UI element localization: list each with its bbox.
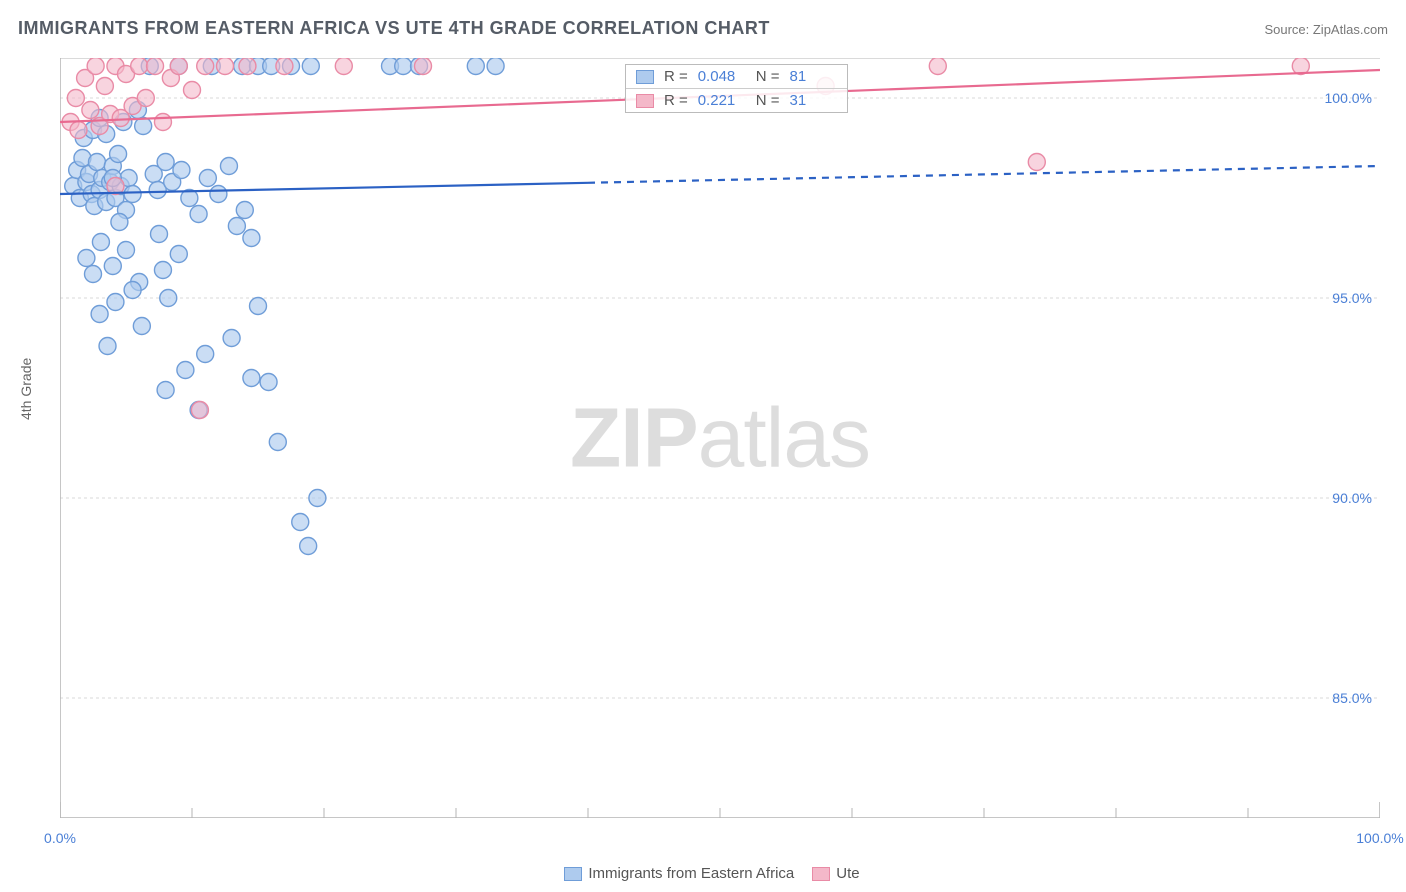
y-tick-label: 100.0% (1325, 90, 1372, 106)
y-tick-label: 95.0% (1332, 290, 1372, 306)
scatter-plot: ZIPatlas R =0.048N =81R =0.221N =31 85.0… (60, 58, 1380, 818)
series-label: Ute (836, 865, 859, 882)
series-swatch (812, 867, 830, 881)
legend-swatch (636, 70, 654, 84)
chart-title: IMMIGRANTS FROM EASTERN AFRICA VS UTE 4T… (18, 18, 770, 39)
legend-n-label: N = (756, 68, 780, 85)
y-axis-label: 4th Grade (18, 358, 34, 420)
legend-swatch (636, 94, 654, 108)
legend-r-value: 0.221 (698, 92, 746, 109)
plot-svg (60, 58, 1380, 818)
series-legend: Immigrants from Eastern Africa Ute (0, 865, 1406, 882)
y-tick-label: 85.0% (1332, 690, 1372, 706)
x-tick-label: 0.0% (44, 830, 76, 846)
legend-n-value: 81 (789, 68, 837, 85)
legend-r-label: R = (664, 68, 688, 85)
source-label: Source: ZipAtlas.com (1264, 22, 1388, 37)
correlation-legend: R = 0.048 N = 81 R = 0.221 N = 31 (625, 64, 849, 113)
legend-row: R = 0.221 N = 31 (626, 89, 848, 112)
legend-n-label: N = (756, 92, 780, 109)
series-swatch (564, 867, 582, 881)
legend-n-value: 31 (789, 92, 837, 109)
x-tick-label: 100.0% (1356, 830, 1403, 846)
y-tick-label: 90.0% (1332, 490, 1372, 506)
series-label: Immigrants from Eastern Africa (588, 865, 794, 882)
legend-r-value: 0.048 (698, 68, 746, 85)
legend-row: R = 0.048 N = 81 (626, 65, 848, 89)
legend-r-label: R = (664, 92, 688, 109)
